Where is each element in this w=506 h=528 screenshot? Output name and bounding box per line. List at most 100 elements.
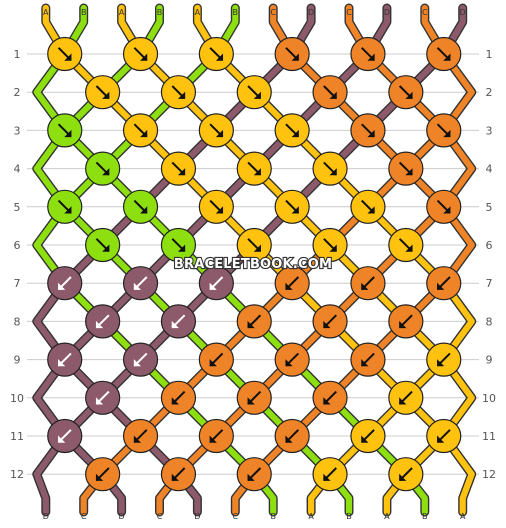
watermark-text: BRACELETBOOK.COM bbox=[174, 257, 332, 272]
knot bbox=[312, 304, 348, 339]
knot bbox=[312, 75, 348, 110]
knot bbox=[388, 151, 424, 186]
strand-thread bbox=[232, 4, 475, 516]
knot bbox=[426, 266, 462, 301]
row-number-left: 11 bbox=[10, 430, 24, 443]
knot bbox=[160, 227, 197, 263]
knot bbox=[85, 457, 121, 492]
strand-thread bbox=[33, 4, 390, 516]
strand-thread bbox=[33, 4, 428, 516]
strand-label-top: C bbox=[422, 8, 428, 17]
row-number-right: 1 bbox=[486, 48, 493, 61]
strand-thread bbox=[33, 4, 315, 516]
knot bbox=[426, 36, 462, 72]
knot bbox=[274, 266, 310, 301]
knot bbox=[122, 266, 159, 301]
row-number-right: 9 bbox=[486, 354, 493, 367]
knot bbox=[350, 418, 386, 454]
knot bbox=[236, 75, 272, 110]
knot bbox=[426, 418, 462, 454]
strand-label-bottom: C bbox=[81, 512, 87, 521]
knot bbox=[85, 304, 121, 339]
knot bbox=[85, 151, 121, 186]
row-number-left: 10 bbox=[10, 392, 24, 405]
strand-thread bbox=[80, 4, 475, 516]
row-number-right: 7 bbox=[486, 277, 493, 290]
knot bbox=[350, 342, 386, 377]
strand-label-bottom: B bbox=[346, 512, 352, 521]
row-number-right: 2 bbox=[486, 86, 493, 99]
strand-threads bbox=[32, 3, 477, 517]
knot bbox=[426, 113, 462, 148]
row-number-right: 3 bbox=[486, 124, 493, 137]
row-number-right: 11 bbox=[482, 430, 496, 443]
knot bbox=[122, 418, 159, 454]
strand-label-top: B bbox=[157, 8, 163, 17]
knot bbox=[236, 457, 272, 492]
strand-label-bottom: A bbox=[460, 512, 466, 521]
strand-label-bottom: C bbox=[157, 512, 163, 521]
knot bbox=[47, 266, 83, 301]
knot bbox=[198, 189, 234, 224]
strand-thread bbox=[156, 4, 475, 516]
knot bbox=[198, 36, 234, 72]
knot bbox=[388, 304, 424, 339]
knot bbox=[160, 457, 197, 492]
strand-thread bbox=[33, 4, 466, 516]
knot bbox=[388, 380, 424, 415]
knot bbox=[388, 227, 424, 263]
row-number-left: 5 bbox=[14, 201, 21, 214]
knot bbox=[47, 189, 83, 224]
strand-label-bottom: D bbox=[194, 512, 200, 521]
knot bbox=[274, 113, 310, 148]
knot bbox=[198, 342, 234, 377]
knot bbox=[198, 266, 234, 301]
strand-thread bbox=[194, 4, 475, 516]
row-number-right: 8 bbox=[486, 315, 493, 328]
knot bbox=[312, 457, 348, 492]
knot bbox=[198, 113, 234, 148]
strand-label-top: D bbox=[460, 8, 466, 17]
strand-label-top: B bbox=[233, 8, 239, 17]
knot bbox=[350, 189, 386, 224]
row-number-right: 5 bbox=[486, 201, 493, 214]
knot bbox=[160, 380, 197, 415]
strand-label-top: D bbox=[308, 8, 314, 17]
knot bbox=[160, 304, 197, 339]
strand-thread bbox=[33, 4, 353, 516]
knot bbox=[198, 418, 234, 454]
row-number-right: 12 bbox=[482, 468, 496, 481]
knot bbox=[350, 36, 386, 72]
knot bbox=[85, 227, 121, 263]
row-number-left: 12 bbox=[10, 468, 24, 481]
row-number-left: 4 bbox=[14, 163, 21, 176]
strand-label-bottom: A bbox=[384, 512, 390, 521]
row-number-left: 9 bbox=[14, 354, 21, 367]
knot bbox=[47, 342, 83, 377]
knot bbox=[85, 75, 121, 110]
strand-label-top: A bbox=[119, 8, 125, 17]
row-number-right: 4 bbox=[486, 163, 493, 176]
knot bbox=[122, 36, 159, 72]
knot bbox=[274, 418, 310, 454]
knot bbox=[274, 342, 310, 377]
row-number-right: 6 bbox=[486, 239, 493, 252]
knot bbox=[47, 113, 83, 148]
knot bbox=[236, 227, 272, 263]
row-number-left: 7 bbox=[14, 277, 21, 290]
strand-thread bbox=[118, 4, 475, 516]
knot bbox=[160, 151, 197, 186]
knot bbox=[274, 36, 310, 72]
row-number-left: 2 bbox=[14, 86, 21, 99]
strand-label-top: A bbox=[195, 8, 201, 17]
knot bbox=[47, 418, 83, 454]
strand-thread bbox=[42, 4, 475, 516]
knot bbox=[236, 151, 272, 186]
strand-label-bottom: A bbox=[308, 512, 314, 521]
row-number-left: 8 bbox=[14, 315, 21, 328]
